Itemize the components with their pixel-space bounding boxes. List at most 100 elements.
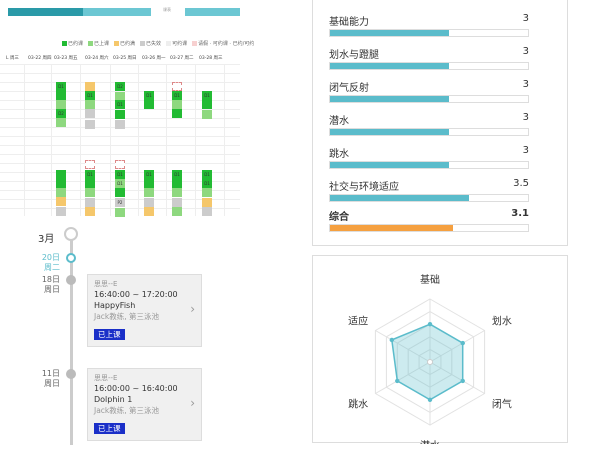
legend-label: 已上课 <box>94 41 110 47</box>
radar-axis <box>375 330 431 363</box>
schedule-slot[interactable] <box>172 82 182 91</box>
schedule-slot[interactable]: P2 <box>115 198 125 207</box>
timeline-day-date: 11日 <box>41 369 60 378</box>
schedule-slot[interactable] <box>56 188 66 197</box>
radar-axis <box>375 361 431 394</box>
lesson-coach: Jack教练, 第三泳池 <box>94 406 160 415</box>
schedule-slot[interactable] <box>144 100 154 109</box>
lesson-card[interactable]: 思思--E 16:40:00 ~ 17:20:00 HappyFish Jack… <box>87 274 202 347</box>
radar-axis-label: 适应 <box>348 315 368 328</box>
schedule-slot[interactable]: D1 <box>172 170 182 179</box>
schedule-slot[interactable]: D1 <box>56 82 66 91</box>
timeline-dot <box>66 275 76 285</box>
schedule-slot[interactable]: D1 <box>144 91 154 100</box>
schedule-slot[interactable]: D1 <box>202 170 212 179</box>
schedule-slot[interactable] <box>56 100 66 109</box>
skill-scores-card: 基础能力 3 划水与蹬腿 3 闭气反射 3 潜水 3 跳水 3 社交与环境适应 3.5 综合 3.1 <box>312 0 568 246</box>
skill-bar-fill <box>330 96 449 102</box>
schedule-slot[interactable] <box>172 198 182 207</box>
schedule-slot[interactable] <box>56 179 66 188</box>
schedule-slot[interactable] <box>115 120 125 129</box>
grid-row-line <box>0 109 240 110</box>
schedule-slot[interactable]: D2 <box>115 82 125 91</box>
radar-center <box>427 359 433 365</box>
skill-score: 3 <box>522 79 529 90</box>
schedule-slot[interactable] <box>202 110 212 119</box>
skill-bar <box>329 194 529 202</box>
schedule-slot[interactable]: D1 <box>115 170 125 179</box>
schedule-slot[interactable]: D2 <box>56 109 66 118</box>
radar-axis <box>429 330 485 363</box>
schedule-slot[interactable]: D1 <box>85 91 95 100</box>
date-header-cell: 03-25 周日 <box>113 56 137 61</box>
date-header-row: L 周三 03-22 周四 03-23 周五 03-24 周六 03-25 周日 03-2… <box>0 55 240 63</box>
schedule-slot[interactable] <box>56 170 66 179</box>
lesson-time: 16:00:00 ~ 16:40:00 <box>94 384 178 393</box>
schedule-slot[interactable] <box>56 197 66 206</box>
schedule-slot[interactable] <box>56 91 66 100</box>
schedule-slot[interactable] <box>56 207 66 216</box>
schedule-slot[interactable] <box>144 179 154 188</box>
schedule-slot[interactable] <box>115 188 125 197</box>
schedule-slot[interactable] <box>172 179 182 188</box>
schedule-slot[interactable] <box>85 188 95 197</box>
timeline-day-weekday: 周日 <box>44 285 60 294</box>
grid-col-line <box>110 64 111 216</box>
schedule-slot[interactable]: D1 <box>115 100 125 109</box>
skill-bar <box>329 62 529 70</box>
schedule-slot[interactable]: D1 <box>115 179 125 188</box>
date-header-cell: 03-27 周二 <box>170 56 194 61</box>
lesson-card[interactable]: 思思--E 16:00:00 ~ 16:40:00 Dolphin 1 Jack… <box>87 368 202 441</box>
schedule-slot[interactable] <box>85 198 95 207</box>
schedule-slot[interactable]: D1 <box>144 170 154 179</box>
schedule-slot[interactable] <box>85 207 95 216</box>
schedule-slot[interactable] <box>172 109 182 118</box>
skill-name: 综合 <box>329 212 349 223</box>
schedule-slot[interactable] <box>85 120 95 129</box>
schedule-slot[interactable] <box>85 160 95 169</box>
radar-axis-label: 划水 <box>492 315 512 328</box>
skill-bar <box>329 128 529 136</box>
schedule-slot[interactable] <box>144 198 154 207</box>
schedule-slot[interactable] <box>144 207 154 216</box>
skill-bar <box>329 224 529 232</box>
schedule-slot[interactable]: D1 <box>202 179 212 188</box>
schedule-slot[interactable] <box>172 188 182 197</box>
schedule-slot[interactable]: D1 <box>172 91 182 100</box>
schedule-slot[interactable] <box>202 207 212 216</box>
schedule-slot[interactable] <box>85 109 95 118</box>
schedule-slot[interactable] <box>202 198 212 207</box>
schedule-slot[interactable] <box>144 188 154 197</box>
legend-label: 已失效 <box>146 41 162 47</box>
radar-axis-label: 闭气 <box>492 398 512 411</box>
schedule-slot[interactable] <box>56 118 66 127</box>
schedule-slot[interactable]: D1 <box>202 91 212 100</box>
skill-name: 划水与蹬腿 <box>329 50 379 61</box>
chevron-right-icon[interactable]: › <box>190 396 195 410</box>
timeline-day-weekday: 周日 <box>44 379 60 388</box>
schedule-slot[interactable] <box>115 208 125 217</box>
schedule-slot[interactable] <box>115 92 125 101</box>
legend-swatch <box>192 41 198 46</box>
schedule-slot[interactable] <box>85 100 95 109</box>
schedule-slot[interactable] <box>85 82 95 91</box>
radar-point <box>427 397 433 402</box>
schedule-slot[interactable] <box>172 100 182 109</box>
timeline-day[interactable]: 20日 周二 <box>38 253 60 273</box>
schedule-slot[interactable] <box>115 110 125 119</box>
chevron-right-icon[interactable]: › <box>190 302 195 316</box>
legend-item: 已失效 <box>140 40 161 47</box>
skill-name: 基础能力 <box>329 17 369 28</box>
schedule-slot[interactable] <box>115 160 125 169</box>
schedule-slot[interactable] <box>202 100 212 109</box>
timeline-day[interactable]: 11日 周日 <box>38 369 60 389</box>
schedule-slot[interactable] <box>85 179 95 188</box>
legend-item: 可约课 <box>166 40 187 47</box>
timeline-day[interactable]: 18日 周日 <box>38 275 60 295</box>
schedule-slot[interactable] <box>172 207 182 216</box>
schedule-slot[interactable] <box>202 188 212 197</box>
date-header-cell: 03-22 周四 <box>28 56 52 61</box>
schedule-slot[interactable]: D1 <box>85 170 95 179</box>
grid-row-line <box>0 154 240 155</box>
skill-bar <box>329 161 529 169</box>
